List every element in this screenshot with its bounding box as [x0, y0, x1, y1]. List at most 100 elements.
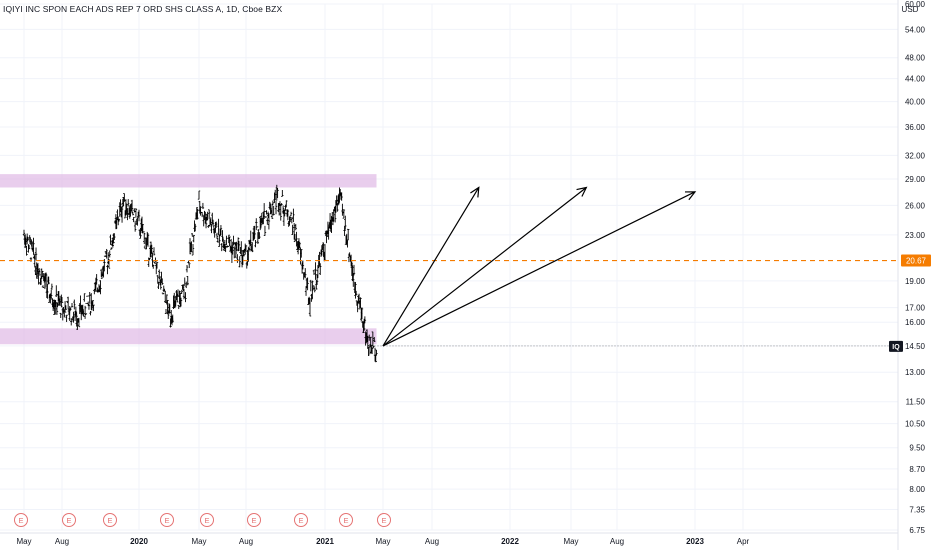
price-bar	[204, 217, 208, 229]
price-bar	[69, 307, 72, 311]
price-bar	[186, 275, 189, 286]
price-bar	[304, 268, 307, 279]
earnings-label: E	[18, 516, 23, 525]
price-bar	[41, 270, 44, 277]
price-bar	[238, 256, 241, 268]
earnings-circle	[103, 513, 117, 527]
price-tick-label: 26.00	[905, 201, 926, 210]
earnings-marker[interactable]: E	[339, 513, 353, 527]
price-bar	[235, 241, 238, 252]
price-bar	[73, 311, 77, 322]
price-tick-label: 60.00	[905, 0, 926, 9]
price-bar	[224, 245, 227, 253]
price-bar	[50, 290, 53, 300]
earnings-label: E	[66, 516, 71, 525]
price-bar	[182, 284, 185, 292]
price-bar	[148, 258, 151, 260]
price-bar	[315, 280, 318, 290]
price-bar	[291, 224, 294, 236]
price-bar	[100, 269, 103, 277]
price-tick-label: 6.75	[909, 526, 925, 535]
price-bar	[113, 233, 116, 240]
arrow-head	[684, 191, 697, 201]
price-bar	[272, 205, 275, 216]
time-tick-label: 2020	[130, 537, 148, 546]
time-tick-label: Aug	[425, 537, 439, 546]
price-bar	[247, 246, 250, 262]
price-bar	[87, 303, 91, 310]
price-bar	[269, 203, 272, 215]
earnings-circle	[294, 513, 308, 527]
price-bar	[60, 296, 64, 303]
chart-title: IQIYI INC SPON EACH ADS REP 7 ORD SHS CL…	[3, 4, 283, 14]
price-bar	[92, 304, 95, 312]
arrow-shaft	[382, 191, 696, 347]
price-bar	[41, 285, 45, 288]
price-tick-label: 7.35	[909, 505, 925, 514]
arrow-head	[576, 186, 588, 197]
price-bar	[106, 264, 109, 275]
resistance-zone	[0, 174, 377, 188]
price-bar	[174, 295, 177, 307]
price-bar	[167, 310, 170, 319]
price-bar	[150, 244, 153, 254]
price-tick-label: 11.50	[906, 398, 926, 407]
price-bar	[72, 311, 75, 323]
earnings-marker[interactable]: E	[62, 513, 76, 527]
price-bar	[46, 283, 49, 299]
price-bar	[139, 228, 142, 239]
price-bar	[320, 245, 324, 256]
price-bar	[130, 199, 134, 214]
price-bar	[311, 285, 315, 291]
price-bar	[99, 280, 102, 295]
price-bar	[222, 238, 225, 249]
price-bar	[231, 241, 234, 255]
price-bar	[155, 263, 158, 275]
projection-arrow	[382, 186, 588, 347]
earnings-marker[interactable]: E	[247, 513, 261, 527]
price-bar	[225, 235, 228, 246]
price-bar	[171, 314, 174, 323]
price-bar	[26, 236, 29, 242]
price-bar	[149, 241, 153, 258]
earnings-marker[interactable]: E	[200, 513, 214, 527]
arrow-shaft	[382, 187, 480, 347]
earnings-marker[interactable]: E	[14, 513, 28, 527]
price-tick-label: 9.50	[909, 444, 925, 453]
horizontal-line	[0, 259, 898, 347]
price-bar	[249, 230, 252, 246]
time-tick-label: Aug	[239, 537, 253, 546]
price-bar	[285, 200, 288, 208]
price-bar	[319, 263, 322, 275]
price-bar	[292, 208, 295, 223]
earnings-marker[interactable]: E	[160, 513, 174, 527]
price-bar	[219, 225, 223, 236]
price-bar	[207, 224, 210, 228]
price-bar	[253, 225, 256, 239]
price-bar	[146, 233, 150, 247]
earnings-marker[interactable]: E	[294, 513, 308, 527]
price-bar	[281, 189, 284, 197]
time-tick-label: Apr	[737, 537, 750, 546]
price-bar	[244, 245, 248, 252]
price-bar	[375, 349, 378, 356]
price-bar	[111, 237, 115, 248]
price-bar	[342, 209, 346, 219]
earnings-marker[interactable]: E	[377, 513, 391, 527]
price-bar	[109, 234, 112, 245]
price-bar	[259, 218, 263, 228]
earnings-label: E	[107, 516, 112, 525]
earnings-marker[interactable]: E	[103, 513, 117, 527]
price-bar	[281, 205, 285, 214]
price-bar	[127, 199, 130, 207]
hline-badge-bg	[901, 254, 931, 267]
price-bar	[27, 244, 31, 250]
price-bar	[308, 297, 312, 317]
price-bar	[208, 219, 212, 227]
price-bar	[240, 241, 243, 257]
price-bar	[290, 217, 294, 224]
price-bar	[206, 211, 209, 221]
price-bar	[166, 300, 169, 315]
